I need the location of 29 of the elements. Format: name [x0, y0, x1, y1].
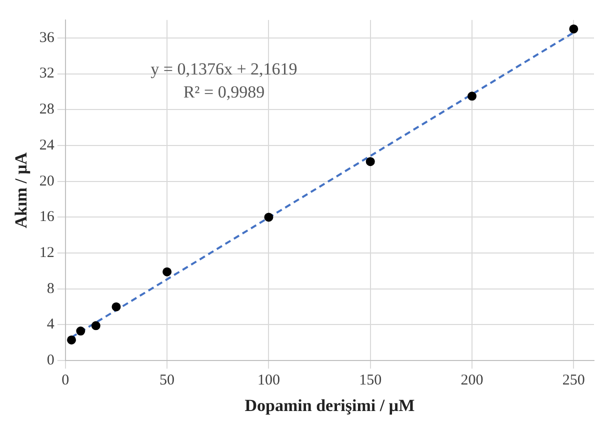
y-tick-label: 36: [39, 30, 55, 46]
x-tick-label: 50: [160, 372, 175, 389]
annotation: R² = 0,9989: [183, 82, 265, 102]
x-tick-label: 200: [460, 372, 484, 389]
x-tick-label: 0: [62, 372, 70, 389]
point: [67, 335, 76, 344]
annotation: y = 0,1376x + 2,1619: [150, 59, 298, 78]
x-tick-label: 250: [562, 372, 585, 389]
point: [569, 24, 578, 34]
y-tick-label: 8: [46, 280, 54, 297]
y-tick-label: 0: [46, 352, 54, 369]
y-tick-label: 32: [39, 66, 54, 82]
point: [468, 92, 477, 101]
x-tick-label: 150: [359, 372, 382, 389]
point: [91, 321, 100, 330]
y-tick-label: 28: [39, 102, 54, 118]
y-tick-label: 24: [39, 137, 55, 154]
x-tick-label: 100: [257, 372, 280, 389]
point: [162, 267, 172, 276]
y-tick-label: 4: [46, 316, 55, 333]
y-tick-label: 20: [39, 173, 54, 190]
point: [112, 302, 121, 312]
y-tick-label: 16: [39, 209, 55, 226]
point: [76, 326, 86, 336]
x-axis-title: Dopamin derişimi / µM: [244, 396, 415, 416]
point: [264, 212, 274, 222]
y-axis-title: Akım / µA: [12, 152, 31, 228]
y-tick-label: 12: [39, 244, 54, 261]
point: [366, 157, 375, 166]
